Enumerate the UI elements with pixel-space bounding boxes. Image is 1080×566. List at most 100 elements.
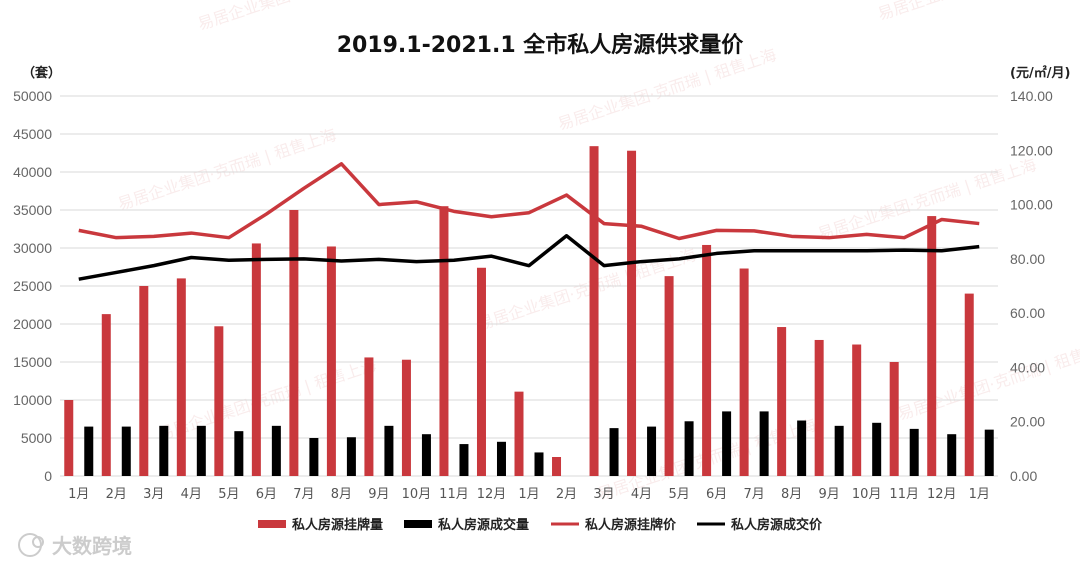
bar-deal-volume — [271, 425, 281, 476]
x-tick-label: 8月 — [781, 487, 802, 502]
right-tick-label: 100.00 — [1010, 197, 1053, 213]
bar-deal-volume — [722, 411, 732, 476]
watermark-text: 易居企业集团·克而瑞 | 租售上海 — [875, 0, 1080, 24]
bar-deal-volume — [947, 434, 957, 476]
bar-deal-volume — [421, 434, 431, 476]
left-tick-label: 40000 — [13, 164, 52, 180]
brand-watermark: 大数跨境 — [52, 534, 132, 558]
bar-deal-volume — [797, 420, 807, 476]
x-tick-label: 7月 — [293, 487, 314, 502]
bar-deal-volume — [909, 428, 919, 476]
right-tick-label: 120.00 — [1010, 142, 1053, 158]
x-tick-label: 3月 — [593, 487, 614, 502]
line-series — [78, 162, 980, 281]
bar-deal-volume — [459, 444, 469, 476]
chart-title: 2019.1-2021.1 全市私人房源供求量价 — [337, 32, 745, 58]
legend-label: 私人房源成交量 — [438, 517, 529, 533]
right-tick-label: 140.00 — [1010, 88, 1053, 104]
legend-label: 私人房源成交价 — [731, 517, 823, 533]
watermark-text: 易居企业集团·克而瑞 | 租售上海 — [555, 45, 778, 134]
x-tick-label: 11月 — [439, 487, 469, 502]
bar-listing-volume — [889, 362, 899, 476]
x-tick-label: 2月 — [106, 487, 127, 502]
bar-series — [64, 146, 994, 476]
bar-deal-volume — [84, 426, 94, 476]
bar-deal-volume — [647, 426, 657, 476]
x-tick-label: 2月 — [556, 487, 577, 502]
bar-listing-volume — [326, 246, 336, 476]
bar-listing-volume — [101, 314, 111, 476]
bar-listing-volume — [439, 206, 449, 476]
bar-deal-volume — [234, 431, 244, 476]
legend-item: 私人房源成交量 — [404, 517, 529, 533]
legend-swatch — [258, 520, 286, 528]
bar-listing-volume — [176, 278, 186, 476]
axes: 0 5000 10000 15000 20000 25000 30000 35000 40000… — [13, 88, 1053, 502]
bar-listing-volume — [214, 326, 224, 476]
x-tick-label: 11月 — [889, 487, 919, 502]
brand-logo-icon — [18, 533, 44, 557]
watermark-text: 易居企业集团·克而瑞 | 租售上海 — [115, 125, 338, 214]
x-tick-label: 1月 — [969, 487, 990, 502]
watermark-text: 易居企业集团·克而瑞 | 租售上海 — [895, 335, 1080, 424]
bar-listing-volume — [364, 357, 374, 476]
x-tick-label: 7月 — [743, 487, 764, 502]
bar-listing-volume — [964, 293, 974, 476]
bar-listing-volume — [739, 268, 749, 476]
x-tick-label: 10月 — [852, 487, 882, 502]
legend-item: 私人房源成交价 — [697, 517, 823, 533]
bar-deal-volume — [872, 422, 882, 476]
bar-deal-volume — [346, 437, 356, 476]
x-tick-label: 1月 — [68, 487, 89, 502]
legend-label: 私人房源挂牌价 — [585, 517, 677, 533]
left-tick-label: 20000 — [13, 316, 52, 332]
x-tick-label: 6月 — [706, 487, 727, 502]
bar-deal-volume — [759, 411, 769, 476]
bar-listing-volume — [476, 267, 486, 476]
right-tick-label: 60.00 — [1010, 305, 1045, 321]
right-axis-unit: (元/㎡/月) — [1010, 65, 1070, 81]
right-tick-label: 0.00 — [1010, 468, 1037, 484]
bar-listing-volume — [251, 243, 261, 476]
x-tick-label: 12月 — [927, 487, 957, 502]
x-tick-label: 5月 — [218, 487, 239, 502]
left-tick-label: 45000 — [13, 126, 52, 142]
right-tick-label: 20.00 — [1010, 414, 1045, 430]
left-tick-label: 0 — [44, 468, 52, 484]
bar-deal-volume — [196, 425, 206, 476]
bar-listing-volume — [927, 216, 937, 476]
left-tick-label: 50000 — [13, 88, 52, 104]
x-tick-label: 12月 — [477, 487, 507, 502]
legend-item: 私人房源挂牌量 — [258, 517, 383, 533]
bar-deal-volume — [121, 426, 131, 476]
x-tick-label: 1月 — [518, 487, 539, 502]
bar-deal-volume — [534, 452, 544, 476]
bar-listing-volume — [814, 339, 824, 476]
left-tick-label: 35000 — [13, 202, 52, 218]
bar-listing-volume — [702, 244, 712, 476]
bar-listing-volume — [139, 286, 149, 476]
bar-listing-volume — [289, 210, 299, 476]
x-tick-label: 3月 — [143, 487, 164, 502]
x-tick-label: 4月 — [631, 487, 652, 502]
bar-deal-volume — [684, 421, 694, 476]
bar-listing-volume — [552, 457, 562, 476]
left-tick-label: 25000 — [13, 278, 52, 294]
x-tick-label: 10月 — [402, 487, 432, 502]
bar-listing-volume — [589, 146, 599, 476]
x-tick-label: 8月 — [331, 487, 352, 502]
x-tick-label: 9月 — [368, 487, 389, 502]
bar-listing-volume — [664, 276, 674, 476]
watermark-text: 易居企业集团·克而瑞 | 租售上海 — [155, 355, 378, 444]
bar-listing-volume — [777, 327, 787, 476]
left-axis-unit: （套） — [22, 65, 61, 81]
bar-deal-volume — [384, 425, 394, 476]
legend-swatch — [404, 520, 432, 528]
bar-listing-volume — [64, 400, 74, 476]
left-tick-label: 30000 — [13, 240, 52, 256]
x-tick-label: 9月 — [819, 487, 840, 502]
legend-label: 私人房源挂牌量 — [292, 517, 383, 533]
legend: 私人房源挂牌量 私人房源成交量 私人房源挂牌价 私人房源成交价 — [258, 517, 823, 533]
bar-listing-volume — [514, 391, 524, 476]
line-deal-price — [78, 234, 980, 281]
